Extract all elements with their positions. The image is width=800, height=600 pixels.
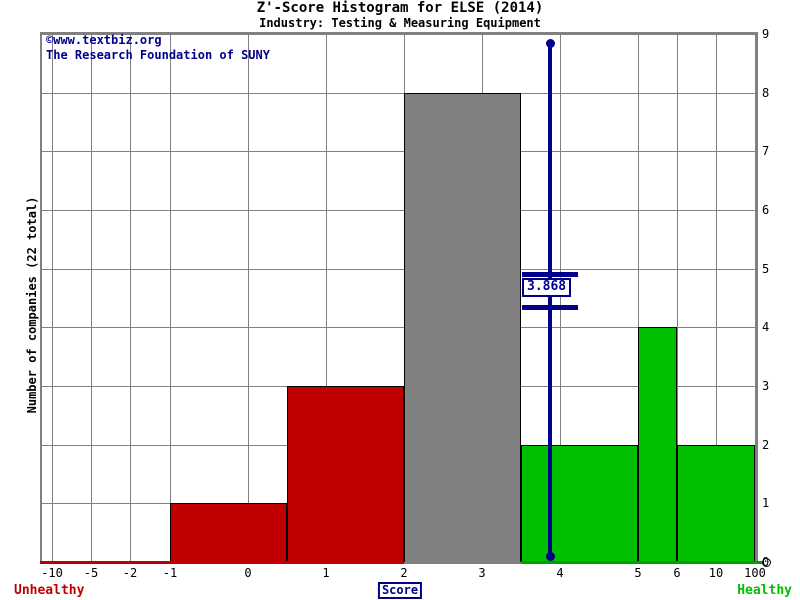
x-tick-label: 1 bbox=[322, 566, 330, 580]
gridline-x-100 bbox=[755, 34, 756, 562]
x-tick-label: 6 bbox=[673, 566, 681, 580]
axis-end-circle-icon bbox=[762, 558, 771, 567]
x-axis-title: Score bbox=[377, 582, 423, 599]
y-axis-title: Number of companies (22 total) bbox=[25, 196, 39, 414]
y-tick-label: 9 bbox=[762, 27, 770, 41]
gridline-x-0 bbox=[248, 34, 249, 562]
score-marker-lower-bar bbox=[522, 305, 578, 310]
x-tick-label: 100 bbox=[744, 566, 766, 580]
x-tick-label: -1 bbox=[162, 566, 178, 580]
y-tick-label: 1 bbox=[762, 496, 770, 510]
y-tick-label: 5 bbox=[762, 262, 770, 276]
unhealthy-baseline bbox=[40, 561, 404, 564]
watermark-line-2: The Research Foundation of SUNY bbox=[46, 48, 270, 62]
score-value-badge: 3.868 bbox=[522, 278, 572, 297]
watermark-line-1: ©www.textbiz.org bbox=[46, 33, 162, 47]
chart-title: Z'-Score Histogram for ELSE (2014) bbox=[256, 0, 544, 16]
y-tick-label: 6 bbox=[762, 203, 770, 217]
histogram-bar bbox=[287, 386, 404, 562]
x-tick-label: 0 bbox=[244, 566, 252, 580]
gridline-x-neg1 bbox=[170, 34, 171, 562]
gridline-y-4 bbox=[42, 327, 756, 328]
gridline-y-5 bbox=[42, 269, 756, 270]
unhealthy-label: Unhealthy bbox=[14, 583, 85, 598]
gridline-x-neg5 bbox=[91, 34, 92, 562]
histogram-bar bbox=[404, 93, 521, 562]
gridline-x-4 bbox=[560, 34, 561, 562]
histogram-bar bbox=[170, 503, 287, 562]
watermark: ©www.textbiz.org The Research Foundation… bbox=[46, 33, 270, 63]
chart-subtitle: Industry: Testing & Measuring Equipment bbox=[259, 16, 541, 30]
gridline-x-neg10 bbox=[52, 34, 53, 562]
y-tick-label: 4 bbox=[762, 320, 770, 334]
x-tick-label: 4 bbox=[556, 566, 564, 580]
healthy-baseline bbox=[521, 561, 762, 564]
histogram-bar bbox=[521, 445, 638, 562]
gridline-x-1 bbox=[326, 34, 327, 562]
x-tick-label: 10 bbox=[708, 566, 724, 580]
score-marker-bottom-dot bbox=[546, 552, 555, 561]
score-marker-line bbox=[548, 43, 552, 556]
gridline-x-5 bbox=[638, 34, 639, 562]
y-tick-label: 2 bbox=[762, 438, 770, 452]
x-tick-label: -5 bbox=[83, 566, 99, 580]
gridline-y-6 bbox=[42, 210, 756, 211]
histogram-bar bbox=[677, 445, 755, 562]
score-marker-upper-bar bbox=[522, 272, 578, 277]
gridline-y-9 bbox=[42, 34, 756, 35]
x-tick-label: 5 bbox=[634, 566, 642, 580]
y-tick-label: 8 bbox=[762, 86, 770, 100]
gridline-x-10 bbox=[716, 34, 717, 562]
plot-inner: 3.868 bbox=[42, 34, 756, 562]
x-tick-label: -2 bbox=[122, 566, 138, 580]
gridline-y-7 bbox=[42, 151, 756, 152]
x-tick-label: -10 bbox=[41, 566, 63, 580]
gridline-x-neg2 bbox=[130, 34, 131, 562]
score-marker-top-dot bbox=[546, 39, 555, 48]
x-tick-label: 3 bbox=[478, 566, 486, 580]
gridline-y-8 bbox=[42, 93, 756, 94]
y-tick-label: 3 bbox=[762, 379, 770, 393]
healthy-label: Healthy bbox=[737, 583, 792, 598]
plot-area: 3.868 bbox=[40, 32, 758, 564]
y-tick-label: 7 bbox=[762, 144, 770, 158]
histogram-bar bbox=[638, 327, 677, 562]
x-tick-label: 2 bbox=[400, 566, 408, 580]
gridline-x-6 bbox=[677, 34, 678, 562]
